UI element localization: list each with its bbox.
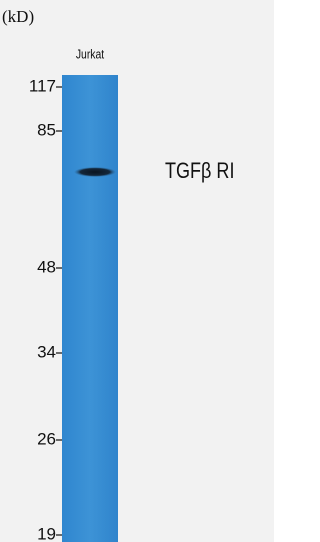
- lane-label: Jurkat: [76, 47, 105, 61]
- band-label: TGFβ RI: [165, 159, 234, 183]
- marker-label: 26: [37, 429, 56, 448]
- blot-figure: (kD) Jurkat TGFβ RI 117 85 48 34 26 19: [0, 0, 274, 542]
- marker-label: 34: [37, 342, 56, 361]
- marker-label: 117: [29, 76, 56, 95]
- protein-band: [74, 167, 116, 177]
- marker-label: 48: [37, 257, 56, 276]
- marker-label: 19: [37, 524, 56, 542]
- unit-label: (kD): [2, 7, 34, 26]
- marker-label: 85: [37, 120, 56, 139]
- blot-lane: [62, 75, 118, 542]
